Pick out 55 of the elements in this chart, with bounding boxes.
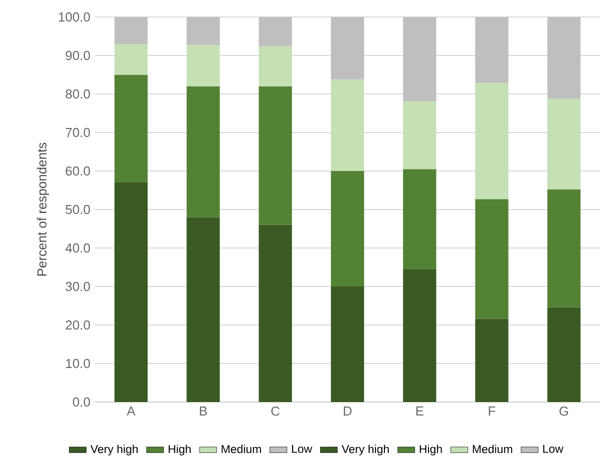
legend-label: High [420, 444, 442, 456]
bar [114, 74, 148, 183]
bar [186, 86, 220, 218]
x-tick-label: E [416, 406, 424, 416]
bar [114, 16, 148, 44]
bar [475, 199, 508, 319]
bar [547, 189, 581, 308]
bar [547, 307, 581, 402]
y-tick-label: 80.0 [66, 89, 90, 99]
legend-label: Medium [472, 444, 512, 454]
y-tick-label: 90.0 [66, 50, 90, 60]
y-tick-label: 10.0 [66, 358, 90, 368]
bar [403, 16, 436, 102]
bar [258, 86, 292, 225]
legend-label: Very high [90, 444, 138, 456]
y-tick-label: 100.0 [58, 12, 90, 22]
x-tick-label: C [271, 406, 280, 416]
x-tick-label: G [560, 406, 568, 416]
y-tick-label: 50.0 [66, 204, 90, 214]
legend-label: Medium [222, 444, 261, 454]
bar [547, 16, 581, 99]
bar [330, 79, 364, 171]
legend-label: Low [292, 444, 312, 453]
bar [330, 286, 364, 402]
bar [403, 270, 436, 402]
y-tick-label: 60.0 [66, 166, 90, 176]
x-tick-label: A [126, 406, 136, 416]
legend-label: High [168, 444, 191, 456]
bar [186, 45, 220, 86]
legend-label: Low [543, 444, 564, 453]
y-tick-label: 0.0 [72, 397, 90, 407]
bar [475, 318, 508, 402]
bar [258, 46, 292, 86]
bar [114, 182, 148, 402]
bar [258, 16, 292, 46]
y-tick-label: 40.0 [65, 243, 90, 253]
bar [547, 98, 581, 190]
x-tick-label: D [344, 406, 352, 416]
bar [186, 16, 220, 46]
bar [330, 16, 364, 80]
x-tick-label: F [488, 406, 496, 416]
bar [186, 217, 220, 402]
x-tick-label: B [200, 406, 207, 416]
bar [330, 170, 364, 286]
y-tick-label: 30.0 [66, 282, 90, 292]
bar [403, 101, 436, 170]
bar [403, 169, 436, 270]
y-axis-title: Percent of respondents [36, 142, 50, 276]
bar [114, 44, 148, 75]
y-tick-label: 20.0 [66, 320, 90, 330]
legend-label: Very high [342, 444, 389, 456]
bar [475, 82, 508, 200]
bar [258, 224, 292, 402]
y-tick-label: 70.0 [66, 128, 90, 138]
bar [475, 16, 508, 83]
